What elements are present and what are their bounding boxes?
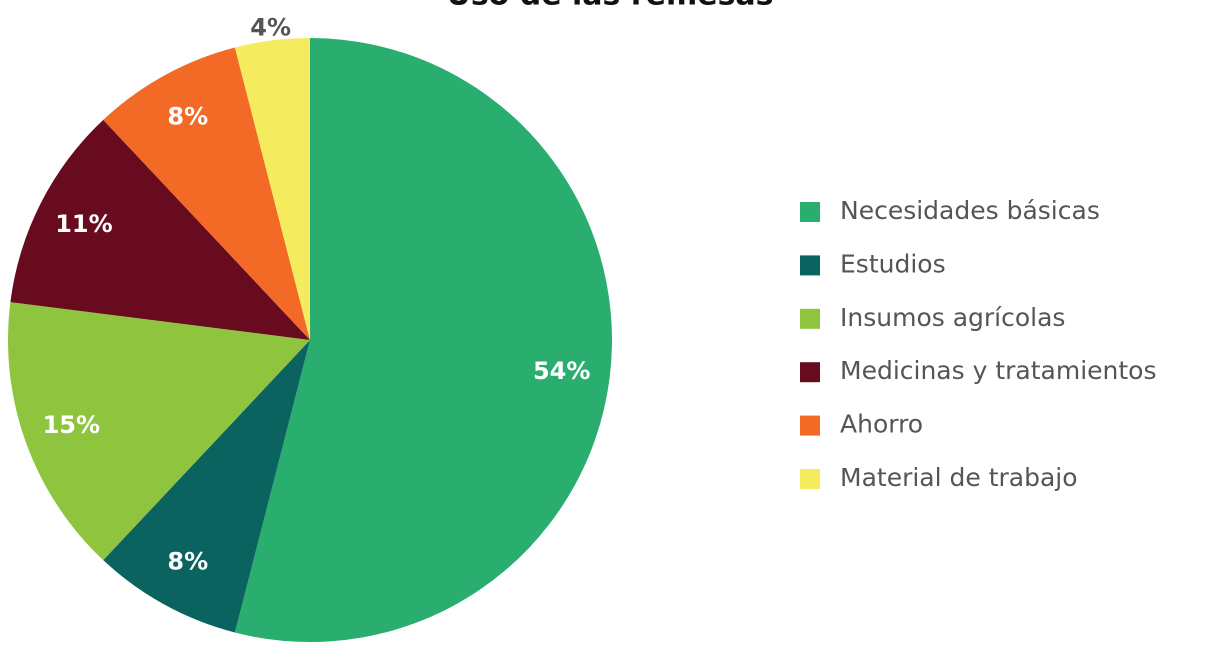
legend-label: Ahorro xyxy=(840,410,923,439)
legend-label: Medicinas y tratamientos xyxy=(840,356,1157,385)
pie-slice xyxy=(8,302,311,561)
pie-slice xyxy=(103,340,310,633)
legend-swatch xyxy=(800,415,820,436)
data-label: 8% xyxy=(167,103,208,131)
chart-title: Uso de las remesas xyxy=(446,0,773,13)
legend-label: Material de trabajo xyxy=(840,463,1078,492)
pie-slice xyxy=(234,38,613,642)
legend-swatch xyxy=(800,308,820,329)
legend-swatch xyxy=(800,202,820,222)
data-label: 54% xyxy=(533,357,590,385)
legend-label: Necesidades básicas xyxy=(840,196,1100,225)
pie-slice xyxy=(10,119,311,340)
legend-swatch xyxy=(800,362,820,383)
legend-swatch xyxy=(800,255,820,276)
data-label: 11% xyxy=(55,210,112,238)
data-label: 15% xyxy=(43,411,100,439)
legend-label: Estudios xyxy=(840,249,946,278)
legend-label: Insumos agrícolas xyxy=(840,303,1065,332)
data-label: 8% xyxy=(167,547,208,575)
legend-swatch xyxy=(800,469,820,489)
pie-slice xyxy=(103,47,310,340)
pie-slice xyxy=(234,38,310,340)
data-label: 4% xyxy=(250,13,291,41)
